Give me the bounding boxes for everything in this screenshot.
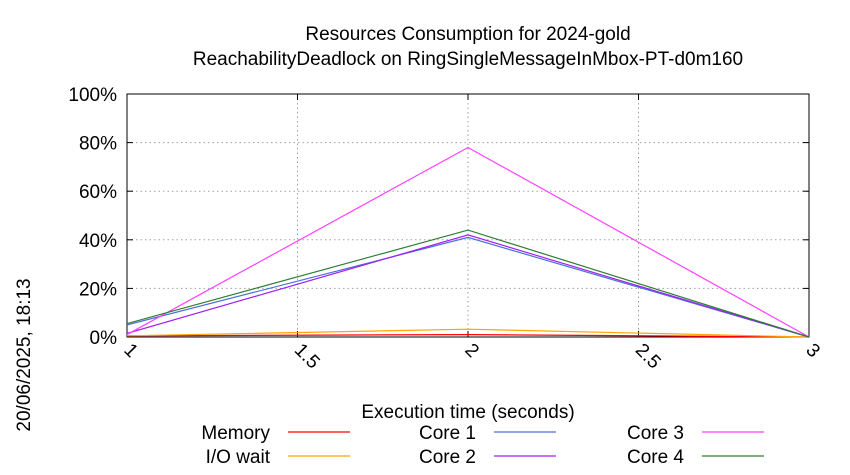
legend: Memory I/O wait Core 1 Core 2 Core 3 Core 4 xyxy=(201,423,764,468)
chart-subtitle: ReachabilityDeadlock on RingSingleMessag… xyxy=(193,49,743,70)
y-tick-label: 60% xyxy=(79,182,117,203)
series-line-core-2 xyxy=(126,234,810,338)
timestamp-label: 20/06/2025, 18:13 xyxy=(14,278,35,431)
y-tick-label: 0% xyxy=(90,328,118,349)
x-tick-label: 1 xyxy=(119,340,141,362)
x-tick-label: 3 xyxy=(801,340,823,362)
x-tick-label: 2.5 xyxy=(631,340,665,374)
x-tick-label: 1.5 xyxy=(290,340,324,374)
y-tick-label: 20% xyxy=(79,279,117,300)
axis-ticks: 0% 20% 40% 60% 80% 100% 1 1.5 2 2.5 3 xyxy=(68,85,823,373)
legend-label-memory: Memory xyxy=(201,423,270,444)
legend-label-core-4: Core 4 xyxy=(627,447,684,468)
chart-title: Resources Consumption for 2024-gold xyxy=(305,24,630,45)
series-lines xyxy=(126,146,810,338)
legend-label-core-2: Core 2 xyxy=(419,447,476,468)
series-line-i-o-wait xyxy=(126,328,810,338)
grid xyxy=(127,94,809,337)
y-tick-label: 100% xyxy=(68,85,117,106)
legend-label-core-1: Core 1 xyxy=(419,423,476,444)
y-tick-label: 40% xyxy=(79,231,117,252)
legend-label-i-o-wait: I/O wait xyxy=(206,447,271,468)
series-line-memory xyxy=(126,333,810,338)
y-tick-label: 80% xyxy=(79,134,117,155)
series-line-core-3 xyxy=(126,146,810,338)
series-line-core-1 xyxy=(126,236,810,338)
x-tick-label: 2 xyxy=(460,340,482,362)
x-axis-label: Execution time (seconds) xyxy=(361,402,574,423)
legend-label-core-3: Core 3 xyxy=(627,423,684,444)
series-line-core-4 xyxy=(126,229,810,338)
